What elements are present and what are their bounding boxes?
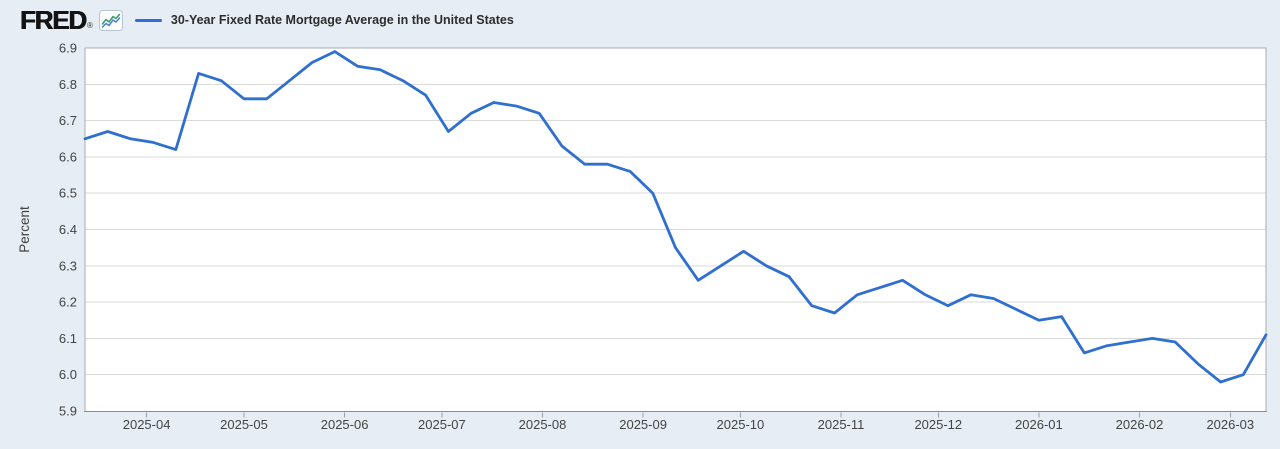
y-tick-label: 6.4 (59, 222, 77, 237)
line-chart-icon (98, 9, 123, 31)
x-tick-label: 2026-03 (1206, 417, 1254, 432)
x-tick-label: 2025-11 (818, 417, 865, 432)
y-tick-label: 6.9 (59, 41, 77, 56)
x-tick-label: 2025-12 (914, 417, 962, 432)
y-tick-label: 6.7 (59, 113, 77, 128)
y-tick-label: 6.0 (59, 367, 77, 382)
x-tick-label: 2026-01 (1015, 417, 1063, 432)
x-tick-label: 2025-09 (619, 417, 667, 432)
x-tick-label: 2025-06 (321, 417, 369, 432)
x-tick-label: 2025-08 (519, 417, 567, 432)
y-tick-label: 6.1 (59, 331, 77, 346)
chart-header: FRED ® 30-Year Fixed Rate Mortgage Avera… (20, 0, 514, 40)
legend-line-swatch (134, 18, 162, 22)
legend-series-label[interactable]: 30-Year Fixed Rate Mortgage Average in t… (170, 13, 514, 27)
x-tick-label: 2025-10 (717, 417, 765, 432)
y-tick-label: 6.2 (59, 295, 77, 310)
fred-logo-text: FRED (20, 5, 87, 35)
fred-logo[interactable]: FRED ® (20, 7, 93, 33)
registered-trademark: ® (86, 21, 93, 30)
y-axis-title: Percent (17, 206, 32, 253)
y-tick-label: 6.5 (59, 186, 77, 201)
data-line[interactable] (83, 50, 1268, 384)
x-tick-label: 2025-07 (418, 417, 466, 432)
x-tick-label: 2025-04 (123, 417, 171, 432)
plot-border (84, 47, 1267, 411)
y-tick-label: 5.9 (59, 404, 77, 419)
x-tick-label: 2026-02 (1116, 417, 1164, 432)
x-tick-label: 2025-05 (220, 417, 268, 432)
y-tick-label: 6.8 (59, 77, 77, 92)
y-tick-label: 6.3 (59, 258, 77, 273)
y-tick-label: 6.6 (59, 149, 77, 164)
